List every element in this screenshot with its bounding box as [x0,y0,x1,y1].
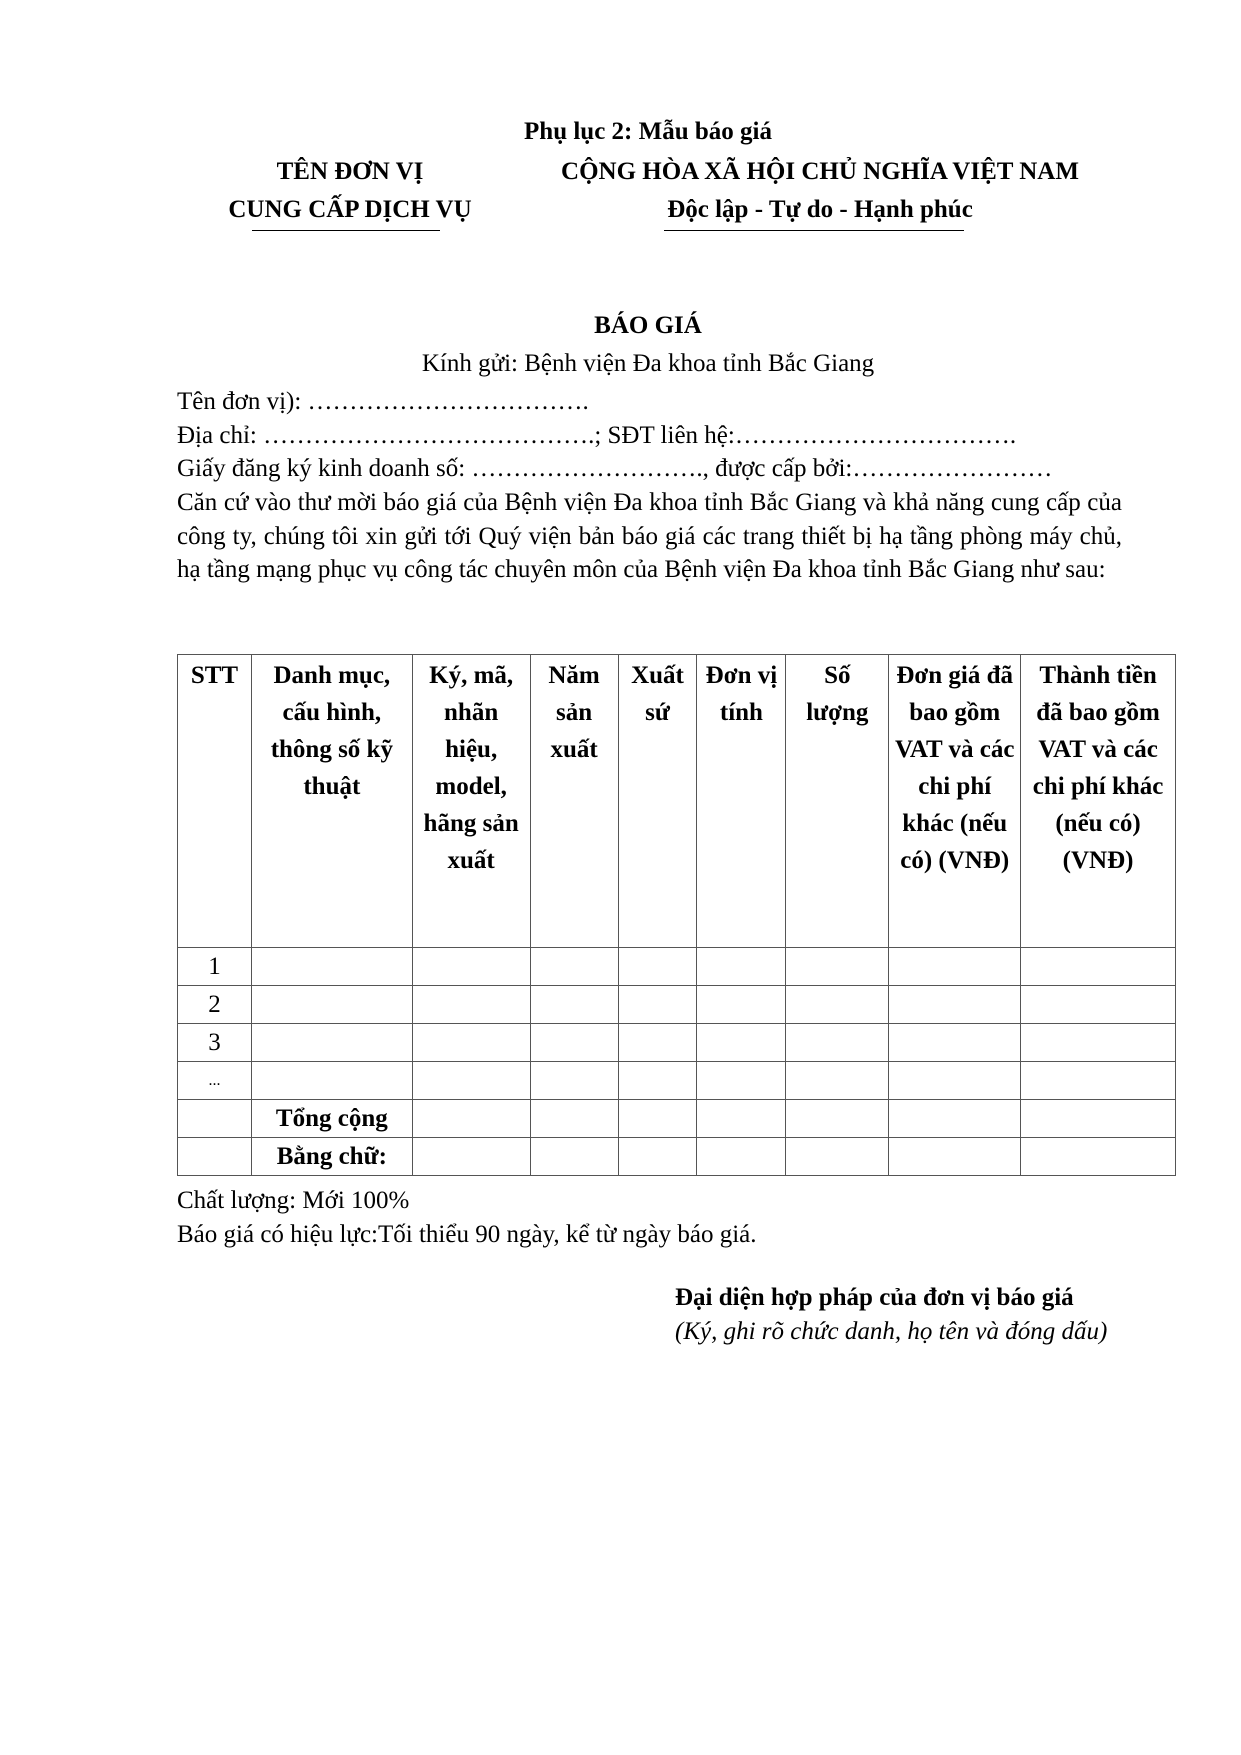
table-row: 2 [177,985,1176,1024]
header-year: Năm sản xuất [529,654,619,948]
header-brand-model: Ký, mã, nhãn hiệu, model, hãng sản xuất [411,654,531,948]
in-words-row: Bằng chữ: [177,1137,1176,1176]
appendix-title: Phụ lục 2: Mẫu báo giá [524,118,772,145]
header-unit: Đơn vị tính [696,654,787,948]
quality-note: Chất lượng: Mới 100% [177,1187,410,1214]
in-words-label: Bằng chữ: [250,1137,413,1176]
table-row: ... [177,1061,1176,1100]
row-stt: 2 [177,985,252,1024]
quote-table: STT Danh mục, cấu hình, thông số kỹ thuậ… [177,654,1176,1176]
header-unit-price: Đơn giá đã bao gồm VAT và các chi phí kh… [888,654,1022,948]
table-row: 1 [177,947,1176,986]
field-business-license: Giấy đăng ký kinh doanh số: ………………………., … [177,455,1053,482]
org-name-line1: TÊN ĐƠN VỊ [276,158,424,185]
header-origin: Xuất sứ [617,654,698,948]
national-title: CỘNG HÒA XÃ HỘI CHỦ NGHĨA VIỆT NAM [561,158,1079,185]
org-name-line2: CUNG CẤP DỊCH VỤ [228,196,472,223]
header-total: Thành tiền đã bao gồm VAT và các chi phí… [1020,654,1176,948]
header-item: Danh mục, cấu hình, thông số kỹ thuật [250,654,413,948]
table-header-row: STT Danh mục, cấu hình, thông số kỹ thuậ… [177,654,1176,948]
total-row: Tổng cộng [177,1099,1176,1138]
row-stt: ... [177,1061,252,1100]
doc-title: BÁO GIÁ [594,312,702,339]
table-row: 3 [177,1023,1176,1062]
signature-title: Đại diện hợp pháp của đơn vị báo giá [675,1284,1074,1311]
right-header-underline [664,230,964,231]
recipient: Kính gửi: Bệnh viện Đa khoa tỉnh Bắc Gia… [421,350,875,377]
row-stt: 3 [177,1023,252,1062]
national-motto: Độc lập - Tự do - Hạnh phúc [667,196,973,223]
field-unit-name: Tên đơn vị): ……………………………. [177,388,589,415]
header-quantity: Số lượng [785,654,890,948]
signature-note: (Ký, ghi rõ chức danh, họ tên và đóng dấ… [675,1318,1108,1345]
row-stt: 1 [177,947,252,986]
intro-paragraph: Căn cứ vào thư mời báo giá của Bệnh viện… [177,489,1122,583]
field-address-phone: Địa chỉ: ………………………………….; SĐT liên hệ:………… [177,422,1017,449]
header-stt: STT [177,654,252,948]
validity-note: Báo giá có hiệu lực:Tối thiểu 90 ngày, k… [177,1221,757,1248]
total-label: Tổng cộng [250,1099,413,1138]
left-header-underline [252,230,440,231]
